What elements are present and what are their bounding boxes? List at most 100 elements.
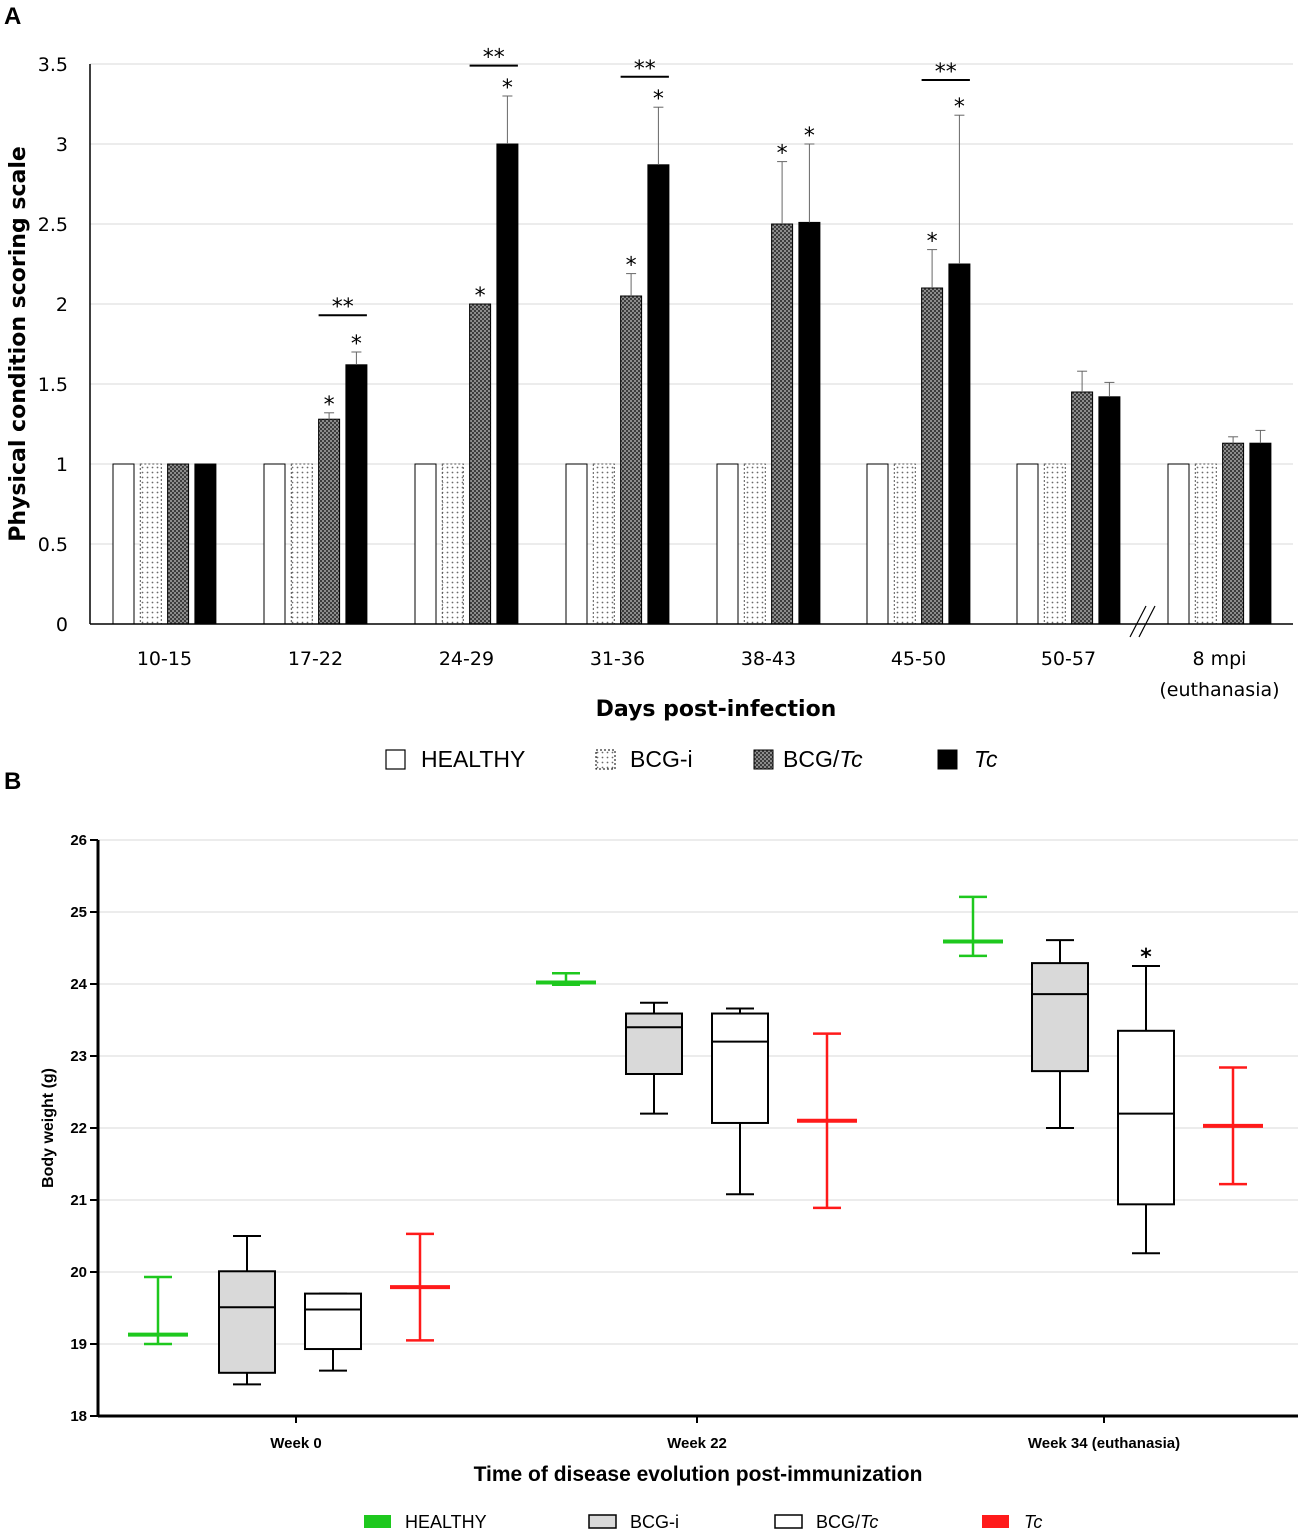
significance-star: * — [804, 124, 815, 149]
legend-label-bcg-tc: BCG/Tc — [783, 746, 863, 772]
y-tick-label-b: 18 — [70, 1408, 87, 1425]
box-bcg-i — [218, 1270, 276, 1374]
bar-tc — [647, 164, 670, 625]
bar-tc — [948, 263, 971, 625]
significance-star: * — [777, 142, 788, 167]
legend-swatch-tc — [982, 1515, 1009, 1528]
x-tick-label-a: 38-43 — [741, 648, 796, 670]
significance-star: * — [324, 393, 335, 418]
panel-b-gridlines — [98, 839, 1298, 1345]
x-tick-label-a: 10-15 — [137, 648, 192, 670]
bar-bcg-tc — [1222, 442, 1245, 625]
bar-healthy — [1167, 463, 1190, 625]
significance-star: * — [927, 230, 938, 255]
panel-a-label: A — [4, 3, 21, 30]
significance-star: * — [351, 332, 362, 357]
x-tick-label-a: 50-57 — [1041, 648, 1096, 670]
y-tick-label-b: 21 — [70, 1192, 87, 1209]
bar-bcg-tc — [620, 295, 643, 625]
x-tick-label-a: 45-50 — [891, 648, 946, 670]
panel-b-significance-marks: * — [1140, 945, 1152, 970]
panel-a-bar-chart: 00.511.522.533.5 ************** ** ** 10-1… — [6, 46, 1293, 772]
significance-star: * — [475, 284, 486, 309]
y-tick-label-b: 22 — [70, 1120, 87, 1137]
significance-star: * — [502, 76, 513, 101]
x-tick-label-b: Week 22 — [667, 1435, 727, 1452]
bar-tc — [496, 143, 519, 625]
y-tick-label-a: 0.5 — [38, 534, 68, 556]
x-tick-label-a: 8 mpi — [1192, 648, 1246, 670]
legend-swatch-bcg-i — [588, 1514, 617, 1529]
legend-label-healthy: HEALTHY — [421, 746, 525, 772]
bar-healthy — [716, 463, 739, 625]
panel-a-error-bars — [324, 95, 1266, 444]
bar-healthy — [263, 463, 286, 625]
significance-star: * — [1140, 945, 1152, 970]
panel-b-x-axis-title: Time of disease evolution post-immunizat… — [474, 1463, 923, 1486]
y-tick-label-b: 23 — [70, 1048, 87, 1065]
bar-healthy — [565, 463, 588, 625]
x-tick-label-b: Week 34 (euthanasia) — [1028, 1435, 1180, 1452]
x-tick-sublabel-a: (euthanasia) — [1159, 679, 1279, 701]
x-tick-label-a: 17-22 — [288, 648, 343, 670]
bar-bcg-i — [139, 463, 162, 625]
legend-swatch-bcg-i — [595, 749, 616, 770]
panel-a-bars — [112, 143, 1272, 625]
legend-label-tc: Tc — [1024, 1512, 1042, 1532]
bar-healthy — [866, 463, 889, 625]
box-bcg-i — [625, 1012, 683, 1076]
significance-star: * — [954, 95, 965, 120]
bar-bcg-tc — [167, 463, 190, 625]
panel-b-y-axis-title: Body weight (g) — [40, 1068, 57, 1188]
panel-a-significance-marks: ************** ** ** — [318, 46, 970, 418]
legend-swatch-bcg-tc — [774, 1514, 803, 1529]
bar-tc — [1249, 442, 1272, 625]
bar-bcg-i — [743, 463, 766, 625]
legend-label-bcg-i: BCG-i — [630, 746, 693, 772]
panel-b-y-ticks: 18 19 20 21 22 23 24 25 26 — [70, 832, 98, 1425]
box-bcg-i — [1031, 962, 1089, 1073]
bar-tc — [1098, 396, 1121, 625]
bar-tc — [345, 364, 368, 625]
legend-label-healthy: HEALTHY — [405, 1512, 487, 1532]
panel-a-gridlines — [90, 63, 1293, 545]
bar-tc — [194, 463, 217, 625]
y-tick-label-b: 19 — [70, 1336, 87, 1353]
y-tick-label-b: 24 — [70, 976, 87, 993]
bar-healthy — [414, 463, 437, 625]
y-tick-label-a: 3 — [56, 134, 68, 156]
box-bcg-tc — [1117, 1029, 1175, 1206]
bar-bcg-i — [1043, 463, 1066, 625]
y-tick-label-b: 25 — [70, 904, 87, 921]
legend-swatch-tc — [937, 749, 958, 770]
y-tick-label-a: 2 — [56, 294, 68, 316]
significance-bracket-label: ** — [935, 60, 957, 85]
box-bcg-tc — [711, 1012, 769, 1124]
legend-swatch-bcg-tc — [753, 749, 774, 770]
x-tick-label-a: 31-36 — [590, 648, 645, 670]
bar-bcg-i — [1194, 463, 1217, 625]
y-tick-label-a: 1 — [56, 454, 68, 476]
panel-b-boxes — [128, 895, 1263, 1386]
legend-swatch-healthy — [364, 1515, 391, 1528]
bar-bcg-tc — [469, 303, 492, 625]
panel-a-y-ticks: 0 0.5 1 1.5 2 2.5 3 3.5 — [38, 54, 68, 636]
legend-label-bcg-i: BCG-i — [630, 1512, 679, 1532]
bar-bcg-tc — [921, 287, 944, 625]
significance-star: * — [653, 87, 664, 112]
legend-label-tc: Tc — [974, 746, 998, 772]
axis-break-marker — [1129, 605, 1156, 638]
panel-a-x-axis-title: Days post-infection — [596, 697, 837, 722]
bar-tc — [798, 221, 821, 625]
y-tick-label-a: 2.5 — [38, 214, 68, 236]
box-bcg-tc — [304, 1292, 362, 1351]
significance-star: * — [626, 254, 637, 279]
y-tick-label-a: 3.5 — [38, 54, 68, 76]
y-tick-label-b: 26 — [70, 832, 87, 849]
bar-bcg-i — [893, 463, 916, 625]
x-tick-label-b: Week 0 — [270, 1435, 321, 1452]
bar-healthy — [1016, 463, 1039, 625]
x-tick-label-a: 24-29 — [439, 648, 494, 670]
bar-healthy — [112, 463, 135, 625]
